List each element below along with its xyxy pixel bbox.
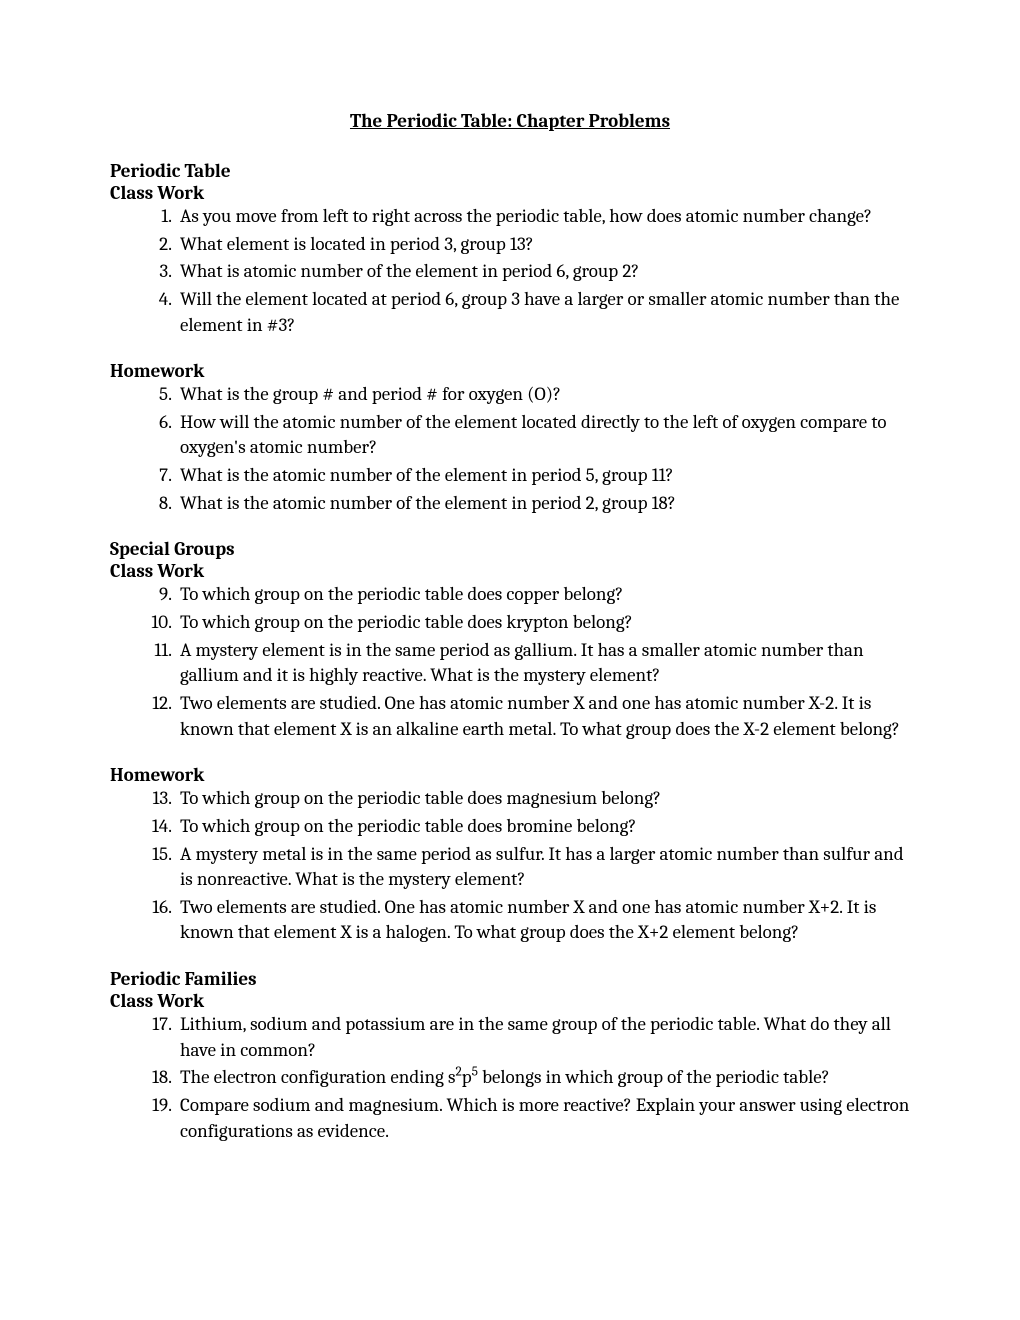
question-text: To which group on the periodic table doe… [180, 787, 661, 809]
question-number: 6. [140, 410, 172, 436]
section-heading: Special Groups [110, 538, 910, 560]
section-heading: Periodic Families [110, 968, 910, 990]
question-number: 10. [140, 610, 172, 636]
question-text: Compare sodium and magnesium. Which is m… [180, 1094, 909, 1142]
question-number: 11. [140, 638, 172, 664]
question-number: 14. [140, 814, 172, 840]
document-body: Periodic TableClass Work1.As you move fr… [110, 160, 910, 1144]
question-item: 15.A mystery metal is in the same period… [180, 842, 910, 893]
question-list: 1. As you move from left to right across … [110, 204, 910, 338]
question-text: The electron configuration ending s2p5 b… [180, 1066, 830, 1088]
question-number: 19. [140, 1093, 172, 1119]
question-item: 13.To which group on the periodic table … [180, 786, 910, 812]
section-subheading: Homework [110, 764, 910, 786]
question-item: 3.What is atomic number of the element i… [180, 259, 910, 285]
section-block: Periodic TableClass Work1. As you move fr… [110, 160, 910, 338]
question-list: 13. To which group on the periodic table … [110, 786, 910, 946]
question-text: To which group on the periodic table doe… [180, 815, 636, 837]
question-number: 15. [140, 842, 172, 868]
section-block: Periodic FamiliesClass Work17. Lithium, s… [110, 968, 910, 1144]
question-text: Two elements are studied. One has atomic… [180, 896, 876, 944]
question-text: A mystery element is in the same period … [180, 639, 864, 687]
question-item: 6.How will the atomic number of the elem… [180, 410, 910, 461]
question-item: 19.Compare sodium and magnesium. Which i… [180, 1093, 910, 1144]
question-item: 18.The electron configuration ending s2p… [180, 1065, 910, 1091]
question-item: 17.Lithium, sodium and potassium are in … [180, 1012, 910, 1063]
question-text: To which group on the periodic table doe… [180, 583, 623, 605]
question-item: 11.A mystery element is in the same peri… [180, 638, 910, 689]
question-list: 5. What is the group # and period # for o… [110, 382, 910, 516]
question-list: 9. To which group on the periodic table d… [110, 582, 910, 742]
section-subheading: Homework [110, 360, 910, 382]
question-text: How will the atomic number of the elemen… [180, 411, 886, 459]
question-item: 7.What is the atomic number of the eleme… [180, 463, 910, 489]
question-text: What is the atomic number of the element… [180, 464, 673, 486]
question-item: 4.Will the element located at period 6, … [180, 287, 910, 338]
question-text: What is atomic number of the element in … [180, 260, 639, 282]
question-number: 18. [140, 1065, 172, 1091]
question-number: 4. [140, 287, 172, 313]
question-text: As you move from left to right across th… [180, 205, 872, 227]
page-title: The Periodic Table: Chapter Problems [110, 110, 910, 132]
section-block: Homework13. To which group on the periodi… [110, 764, 910, 946]
question-number: 2. [140, 232, 172, 258]
question-item: 8.What is the atomic number of the eleme… [180, 491, 910, 517]
question-item: 16.Two elements are studied. One has ato… [180, 895, 910, 946]
question-item: 9.To which group on the periodic table d… [180, 582, 910, 608]
question-number: 3. [140, 259, 172, 285]
question-number: 12. [140, 691, 172, 717]
question-item: 12.Two elements are studied. One has ato… [180, 691, 910, 742]
question-text: What element is located in period 3, gro… [180, 233, 534, 255]
question-text: Two elements are studied. One has atomic… [180, 692, 900, 740]
question-number: 8. [140, 491, 172, 517]
question-item: 10.To which group on the periodic table … [180, 610, 910, 636]
question-text: Will the element located at period 6, gr… [180, 288, 899, 336]
question-text: Lithium, sodium and potassium are in the… [180, 1013, 891, 1061]
question-list: 17. Lithium, sodium and potassium are in … [110, 1012, 910, 1144]
question-number: 7. [140, 463, 172, 489]
question-number: 1. [140, 204, 172, 230]
question-number: 5. [140, 382, 172, 408]
question-item: 14.To which group on the periodic table … [180, 814, 910, 840]
question-number: 17. [140, 1012, 172, 1038]
section-subheading: Class Work [110, 560, 910, 582]
section-subheading: Class Work [110, 990, 910, 1012]
question-text: What is the group # and period # for oxy… [180, 383, 561, 405]
section-block: Homework5. What is the group # and period… [110, 360, 910, 516]
question-text: To which group on the periodic table doe… [180, 611, 633, 633]
section-heading: Periodic Table [110, 160, 910, 182]
question-number: 16. [140, 895, 172, 921]
section-subheading: Class Work [110, 182, 910, 204]
question-item: 5.What is the group # and period # for o… [180, 382, 910, 408]
question-number: 13. [140, 786, 172, 812]
question-text: A mystery metal is in the same period as… [180, 843, 904, 891]
question-number: 9. [140, 582, 172, 608]
question-item: 2.What element is located in period 3, g… [180, 232, 910, 258]
question-text: What is the atomic number of the element… [180, 492, 676, 514]
question-item: 1.As you move from left to right across … [180, 204, 910, 230]
section-block: Special GroupsClass Work9. To which group… [110, 538, 910, 742]
